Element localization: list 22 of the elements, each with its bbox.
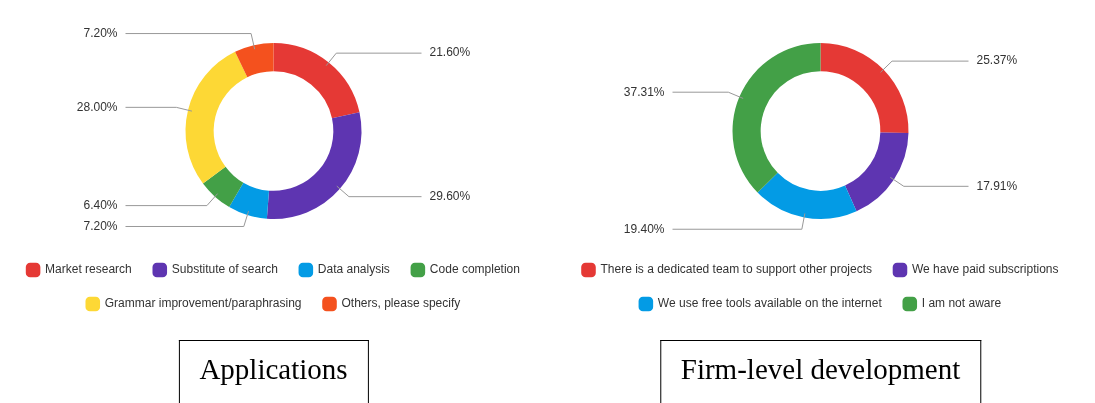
legend-label: Substitute of search: [171, 262, 278, 277]
legend-label: I am not aware: [921, 296, 1002, 311]
data-label: 28.00%: [76, 99, 118, 114]
legend-label: Others, please specify: [341, 296, 461, 311]
data-label: 7.20%: [83, 218, 118, 233]
data-label: 6.40%: [83, 197, 118, 212]
legend-label: Code completion: [429, 262, 520, 277]
data-label: 7.20%: [83, 25, 118, 40]
text: Applications: [178, 340, 369, 403]
data-label: 19.40%: [623, 221, 665, 236]
data-label: 25.37%: [976, 53, 1018, 68]
legend-label: There is a dedicated team to support other projects: [600, 262, 872, 277]
data-label: 29.60%: [429, 188, 471, 203]
legend-label: Market research: [45, 262, 132, 277]
text: Firm-level development: [659, 340, 982, 403]
legend-label: We use free tools available on the internet: [657, 296, 883, 311]
legend-label: Grammar improvement/paraphrasing: [104, 296, 302, 311]
data-label: 17.91%: [976, 178, 1018, 193]
data-label: 21.60%: [429, 45, 471, 60]
legend-label: We have paid subscriptions: [911, 262, 1059, 277]
data-label: 37.31%: [623, 84, 665, 99]
legend-label: Data analysis: [317, 262, 390, 277]
